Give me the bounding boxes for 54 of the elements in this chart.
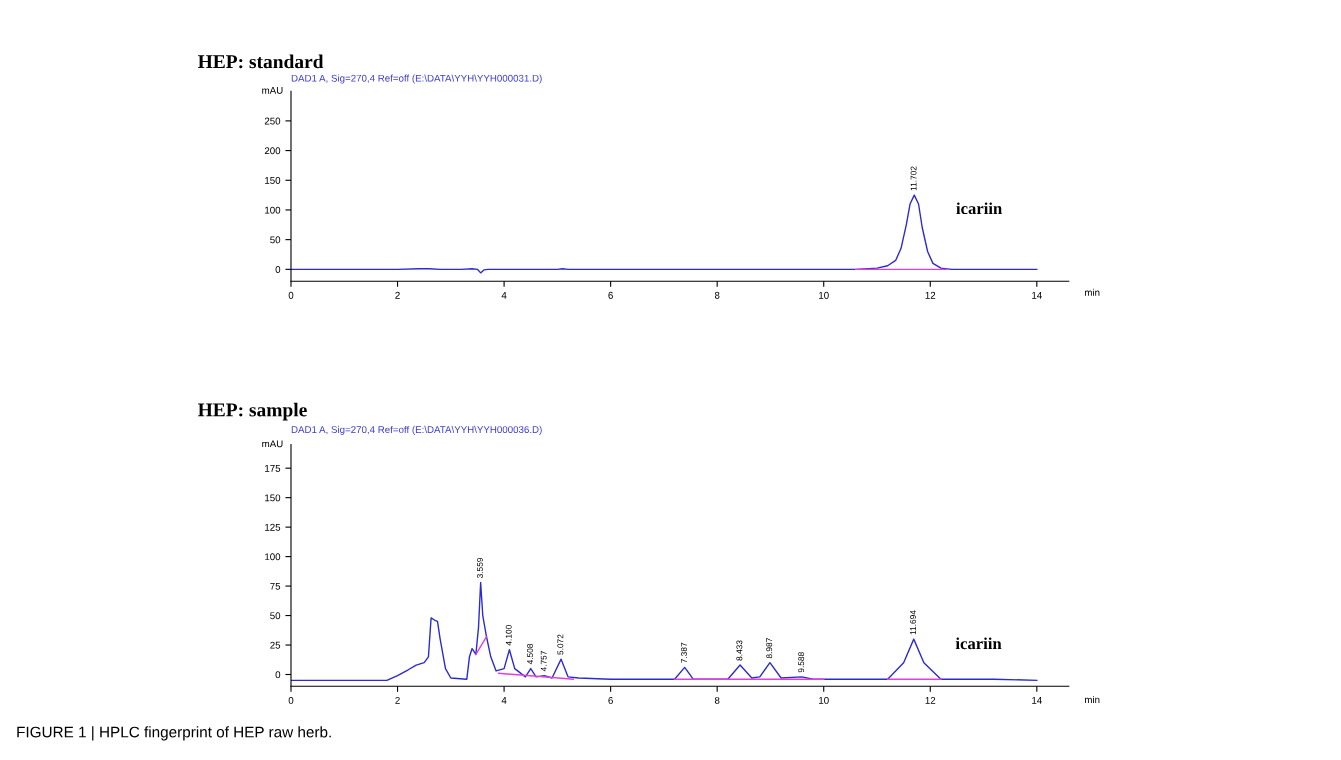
x-tick-label: 4 <box>501 291 507 299</box>
chart-subtitle: DAD1 A, Sig=270,4 Ref=off (E:\DATA\YYH\YYH000031.D) <box>291 74 542 84</box>
caption: FIGURE 1 | HPLC fingerprint of HEP raw herb. <box>17 726 331 741</box>
annotation: 8.987 <box>766 638 773 659</box>
annotation: 4.100 <box>505 625 512 646</box>
y-axis-title: mAU <box>262 440 283 448</box>
y-tick-label: 125 <box>265 523 281 531</box>
x-tick-label: 8 <box>714 291 720 299</box>
y-tick-label: 25 <box>270 641 281 649</box>
annotation: 8.433 <box>736 640 743 661</box>
annotation: 7.387 <box>681 642 687 663</box>
y-tick-label: 50 <box>270 236 281 244</box>
x-tick-label: 2 <box>395 291 400 299</box>
annotation: 9.588 <box>798 652 805 673</box>
line-series <box>291 581 1038 682</box>
x-tick-label: 12 <box>925 696 936 704</box>
y-tick-label: 0 <box>275 671 281 679</box>
annotation: icariin <box>956 202 1002 215</box>
x-tick-label: 6 <box>608 291 613 299</box>
x-tick-label: 8 <box>714 696 720 704</box>
x-tick-label: 10 <box>819 291 829 299</box>
annotation: icariin <box>955 637 1002 650</box>
chart-title: HEP: standard <box>197 54 324 69</box>
x-axis-title: min <box>1084 288 1100 296</box>
y-tick-label: 175 <box>265 465 281 472</box>
y-tick-label: 150 <box>265 177 281 184</box>
y-axis-title: mAU <box>262 87 283 94</box>
x-tick-label: 10 <box>819 696 829 704</box>
x-tick-label: 12 <box>925 291 936 299</box>
y-tick-label: 200 <box>264 147 281 155</box>
x-tick-label: 4 <box>501 697 507 704</box>
line-series <box>291 194 1038 274</box>
x-tick-label: 14 <box>1032 291 1042 299</box>
x-axis-title: min <box>1084 695 1100 703</box>
annotation: 11.702 <box>910 166 917 191</box>
chart-subtitle: DAD1 A, Sig=270,4 Ref=off (E:\DATA\YYH\YYH000036.D) <box>291 425 542 435</box>
annotation: 5.072 <box>557 634 564 655</box>
x-tick-label: 6 <box>608 696 613 704</box>
y-tick-label: 100 <box>265 206 281 214</box>
y-tick-label: 50 <box>270 612 281 620</box>
y-tick-label: 100 <box>265 553 281 561</box>
x-tick-label: 0 <box>288 291 294 299</box>
chart-title: HEP: sample <box>197 402 307 421</box>
y-tick-label: 250 <box>264 117 281 125</box>
x-tick-label: 0 <box>288 696 294 704</box>
y-tick-label: 150 <box>265 494 281 502</box>
y-tick-label: 75 <box>270 582 281 590</box>
annotation: 4.757 <box>540 651 547 672</box>
annotation: 3.559 <box>476 557 483 579</box>
annotation: 4.508 <box>527 643 533 665</box>
x-tick-label: 14 <box>1032 697 1042 704</box>
y-tick-label: 0 <box>275 266 281 273</box>
x-tick-label: 2 <box>395 696 400 704</box>
annotation: 11.694 <box>910 610 916 635</box>
